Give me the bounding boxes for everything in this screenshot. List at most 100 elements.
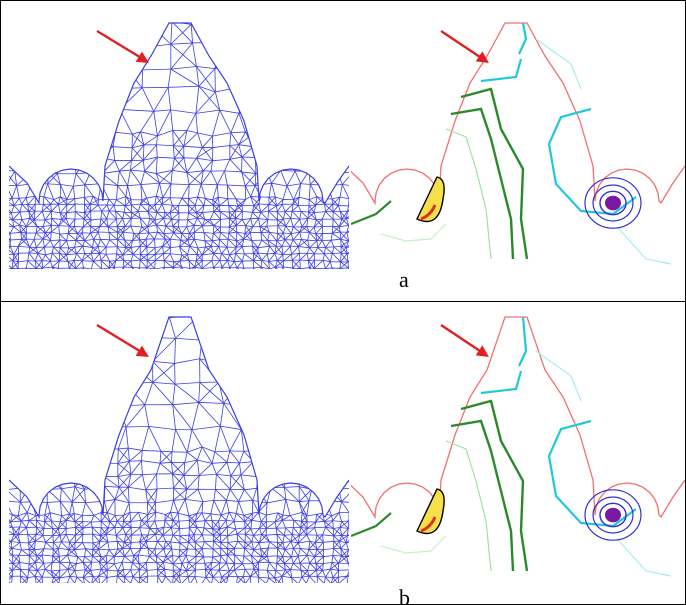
mesh-edge: [219, 232, 221, 240]
mesh-edge: [291, 204, 294, 212]
mesh-edge: [292, 534, 300, 536]
mesh-edge: [98, 147, 102, 158]
mesh-edge: [293, 183, 302, 200]
mesh-edge: [9, 260, 14, 263]
mesh-edge: [180, 239, 191, 247]
mesh-edge: [163, 253, 165, 261]
mesh-edge: [143, 317, 170, 320]
mesh-edge: [266, 246, 271, 255]
mesh-edge: [195, 556, 204, 558]
mesh-edge: [309, 267, 315, 269]
mesh-edge: [170, 520, 174, 528]
mesh-edge: [141, 460, 161, 464]
mesh-edge: [25, 260, 29, 269]
mesh-edge: [338, 556, 347, 564]
mesh-edge: [106, 499, 116, 513]
mesh-edge: [18, 246, 30, 248]
mesh-edge: [291, 381, 317, 385]
mesh-edge: [340, 548, 349, 551]
mesh-edge: [234, 260, 243, 263]
mesh-edge: [188, 260, 196, 268]
mesh-edge: [315, 556, 324, 564]
arrow-shaft: [440, 324, 484, 354]
mesh-edge: [275, 520, 283, 529]
mesh-edge: [238, 489, 245, 502]
mesh-edge: [41, 254, 46, 261]
mesh-edge: [52, 338, 79, 360]
mesh-edge: [157, 130, 173, 137]
mesh-edge: [66, 519, 76, 523]
mesh-edge: [314, 211, 326, 213]
mesh-edge: [203, 520, 206, 528]
mesh-edge: [100, 253, 107, 261]
mesh-edge: [153, 109, 171, 112]
mesh-edge: [230, 132, 240, 145]
mesh-edge: [27, 534, 30, 544]
mesh-edge: [220, 547, 228, 550]
mesh-edge: [188, 512, 198, 517]
mesh-edge: [284, 549, 292, 558]
mesh-edge: [18, 460, 32, 465]
mesh-edge: [244, 533, 253, 542]
mesh-edge: [163, 233, 166, 240]
mesh-edge: [187, 246, 191, 255]
mesh-edge: [115, 535, 125, 543]
mesh-edge: [50, 562, 53, 572]
mesh-edge: [281, 144, 297, 160]
mesh-edge: [291, 576, 302, 579]
mesh-edge: [152, 338, 176, 362]
mesh-edge: [285, 527, 293, 535]
mesh-edge: [203, 198, 206, 206]
mesh-edge: [212, 520, 219, 530]
mesh-edge: [226, 527, 229, 536]
mesh-edge: [109, 515, 116, 523]
mesh-edge: [187, 212, 189, 220]
mesh-edge: [93, 259, 101, 262]
mesh-edge: [60, 184, 68, 200]
mesh-edge: [92, 246, 99, 248]
mesh-edge: [203, 556, 206, 564]
mesh-edge: [59, 575, 70, 579]
mesh-edge: [312, 156, 326, 160]
mesh-edge: [183, 132, 198, 147]
mesh-edge: [33, 219, 38, 227]
mesh-edge: [220, 526, 228, 536]
mesh-edge: [125, 196, 132, 201]
mesh-edge: [74, 549, 79, 558]
mesh-edge: [183, 475, 188, 490]
mesh-edge: [159, 462, 173, 475]
mesh-edge: [342, 132, 349, 147]
mesh-edge: [272, 446, 282, 450]
mesh-edge: [107, 540, 118, 543]
mesh-edge: [194, 512, 203, 522]
mesh-edge: [130, 548, 134, 556]
mesh-edge: [293, 548, 299, 557]
mesh-edge: [161, 197, 164, 205]
mesh-edge: [56, 23, 59, 45]
mesh-edge: [274, 575, 283, 579]
mesh-edge: [283, 254, 292, 262]
mesh-edge: [154, 196, 157, 205]
mesh-edge: [218, 196, 228, 200]
mesh-edge: [261, 534, 267, 536]
mesh-edge: [330, 568, 334, 578]
mesh-edge: [268, 110, 283, 136]
mesh-edge: [162, 561, 165, 570]
mesh-edge: [120, 69, 143, 89]
mesh-edge: [290, 246, 292, 255]
mesh-edge: [234, 554, 244, 557]
mesh-edge: [229, 226, 237, 233]
mesh-edge: [147, 253, 156, 261]
mesh-edge: [37, 246, 45, 254]
mesh-edge: [270, 487, 287, 500]
mesh-edge: [194, 513, 198, 522]
mesh-edge: [92, 555, 102, 558]
mesh-edge: [58, 577, 60, 583]
mesh-edge: [239, 461, 254, 464]
mesh-edge: [316, 512, 323, 515]
mesh-edge: [106, 218, 109, 227]
mesh-edge: [322, 527, 327, 535]
mesh-edge: [146, 521, 151, 529]
mesh-edge: [43, 183, 49, 197]
mesh-edge: [74, 226, 84, 228]
